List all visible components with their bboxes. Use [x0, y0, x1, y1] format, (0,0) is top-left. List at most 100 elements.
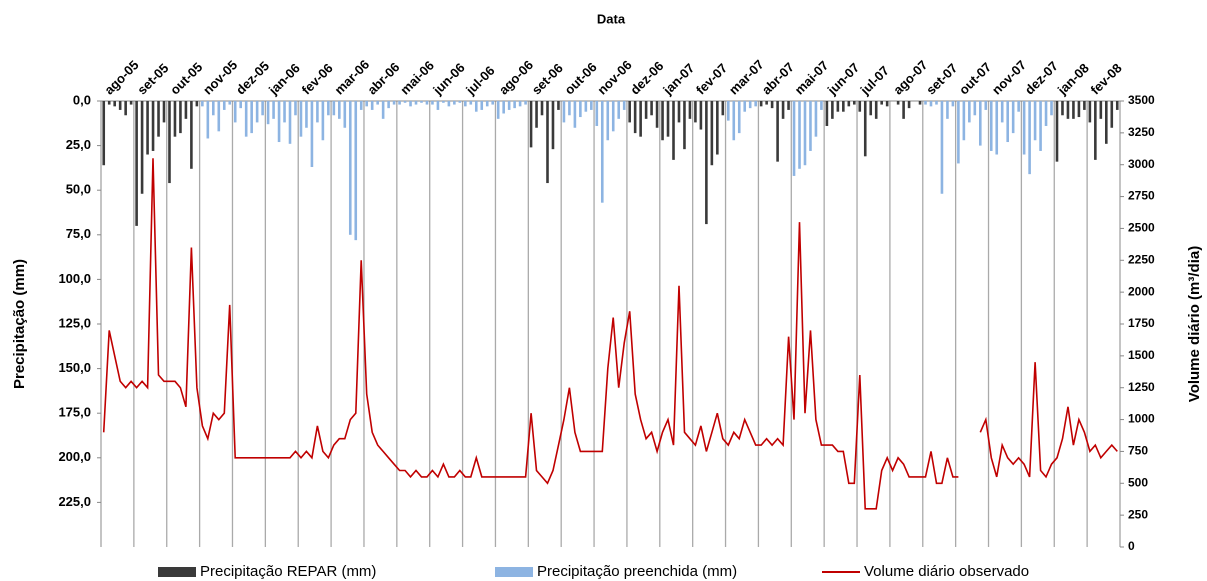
precip-bar	[661, 101, 664, 141]
x-tick-label: fev-06	[299, 60, 336, 97]
precip-bar	[305, 101, 308, 128]
precip-bar	[1017, 101, 1020, 112]
precip-bar	[118, 101, 122, 110]
precip-bar	[650, 101, 653, 116]
x-tick-label: set-06	[529, 60, 566, 97]
precip-bar	[387, 101, 390, 109]
precip-bar	[863, 101, 867, 157]
precip-bar	[984, 101, 988, 110]
precip-bar	[414, 101, 418, 105]
legend-swatch	[495, 567, 533, 577]
precip-bar	[129, 101, 133, 105]
precip-bar	[579, 101, 582, 118]
precip-bar	[1094, 101, 1097, 160]
precip-bar	[606, 101, 610, 141]
y-tick-label: 100,0	[58, 271, 91, 286]
x-tick-label: out-05	[167, 59, 205, 97]
x-tick-label: fev-07	[693, 60, 730, 97]
precip-bar	[370, 101, 374, 110]
y2-tick-label: 1500	[1128, 348, 1155, 362]
precip-bar	[535, 101, 538, 128]
precip-bar	[852, 101, 856, 105]
precip-bar	[869, 101, 873, 116]
precip-bar	[748, 101, 752, 109]
precip-bar	[496, 101, 500, 119]
precip-bar	[716, 101, 719, 155]
y-tick-label: 25,0	[66, 137, 91, 152]
y2-tick-label: 1750	[1128, 316, 1155, 330]
precip-bar	[672, 101, 675, 160]
precip-bar	[776, 101, 779, 162]
precip-bar	[485, 101, 489, 107]
y-tick-label: 175,0	[58, 405, 91, 420]
y2-tick-label: 2000	[1128, 284, 1155, 298]
precip-bar	[442, 101, 445, 103]
y2-tick-label: 750	[1128, 444, 1148, 458]
precip-bar	[880, 101, 883, 105]
precip-bar	[173, 101, 177, 137]
x-tick-label: set-07	[923, 60, 960, 97]
volume-line	[102, 158, 1118, 510]
y2-tick-label: 1250	[1128, 380, 1155, 394]
x-tick-label: jan-06	[265, 60, 303, 98]
precip-bar	[1011, 101, 1015, 134]
x-tick-label: mai-06	[397, 58, 437, 98]
precip-bar	[831, 101, 834, 119]
precip-bar	[1055, 101, 1059, 162]
precip-bar	[294, 101, 297, 116]
precip-bar	[272, 101, 275, 119]
precip-bar	[557, 101, 560, 110]
precip-bar	[464, 101, 467, 107]
precip-bar	[244, 101, 248, 137]
y2-tick-label: 3500	[1128, 93, 1155, 107]
precip-bar	[376, 101, 379, 105]
precip-bar	[1028, 101, 1031, 175]
precip-bar	[754, 101, 757, 107]
x-tick-label: abr-07	[759, 59, 797, 97]
precip-bar	[184, 101, 188, 119]
precip-bar	[146, 101, 149, 155]
precip-bar	[288, 101, 292, 144]
precip-bar	[124, 101, 127, 116]
precip-bar	[787, 101, 790, 110]
precip-bar	[113, 101, 116, 107]
x-tick-label: dez-05	[233, 58, 272, 97]
y-tick-label: 225,0	[58, 494, 91, 509]
precip-bar	[825, 101, 829, 126]
precip-bar	[283, 101, 286, 123]
x-tick-label: nov-06	[594, 57, 634, 97]
precip-bar	[217, 101, 221, 132]
precip-bar	[480, 101, 484, 110]
precip-bar	[1088, 101, 1092, 123]
precip-bar	[310, 101, 314, 168]
precip-bar	[847, 101, 851, 107]
precip-bar	[102, 101, 106, 166]
y2-tick-label: 2250	[1128, 252, 1155, 266]
legend-swatch	[158, 567, 196, 577]
precip-bar	[600, 101, 604, 203]
precip-bar	[190, 101, 193, 169]
y-axis-title: Precipitação (mm)	[11, 259, 28, 389]
precip-bar	[622, 101, 626, 110]
precip-bar	[540, 101, 544, 116]
precip-bar	[316, 101, 319, 123]
x-tick-label: mai-07	[792, 58, 832, 98]
x-tick-label: out-07	[956, 59, 994, 97]
y2-tick-label: 2750	[1128, 189, 1155, 203]
precip-bar	[820, 101, 823, 110]
precip-bar	[518, 101, 522, 107]
precip-bar	[743, 101, 747, 112]
precip-bar	[765, 101, 768, 105]
precip-bar	[809, 101, 812, 151]
precip-bar	[814, 101, 818, 137]
precip-bar	[212, 101, 215, 116]
precip-bar	[1061, 101, 1064, 116]
precip-bar	[940, 101, 944, 194]
precip-bar	[962, 101, 966, 141]
precip-bar	[770, 101, 774, 109]
precip-bar	[1033, 101, 1037, 141]
precip-bar	[798, 101, 801, 169]
precip-bar	[354, 101, 358, 241]
precip-bar	[874, 101, 878, 119]
precip-bar	[381, 101, 385, 119]
